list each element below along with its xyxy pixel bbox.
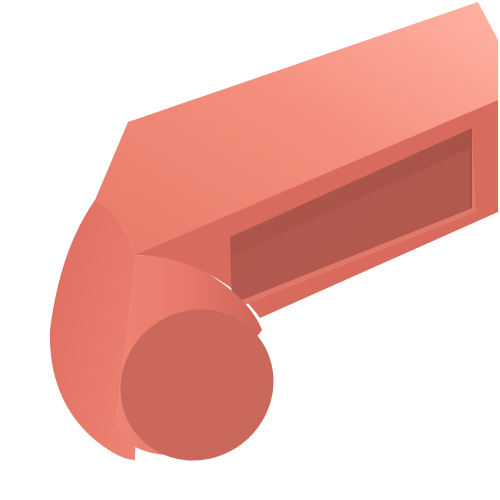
- block-top-face: [95, 2, 498, 255]
- cylinder-end-cap: [120, 309, 274, 461]
- slot-back-wall: [232, 148, 470, 304]
- curved-sweep-face: [49, 122, 140, 460]
